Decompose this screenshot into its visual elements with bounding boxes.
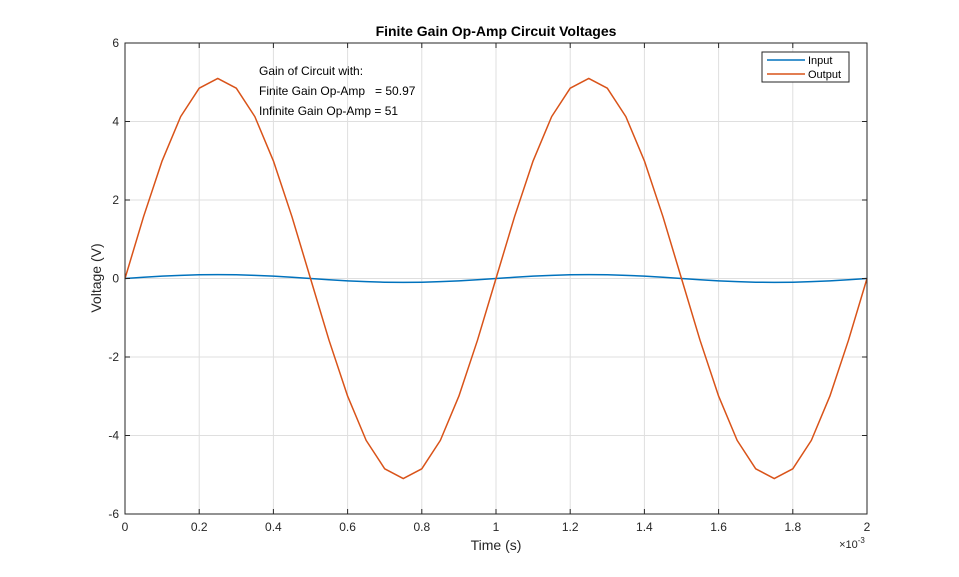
annotation-line-1: Gain of Circuit with:: [259, 64, 363, 78]
legend-label-output: Output: [808, 69, 841, 81]
chart-title: Finite Gain Op-Amp Circuit Voltages: [376, 23, 617, 39]
x-exponent-label: ×10-3: [839, 536, 865, 551]
x-tick-label: 1.6: [710, 520, 727, 534]
x-tick-label: 2: [864, 520, 871, 534]
x-tick-label: 0: [122, 520, 129, 534]
y-tick-label: -6: [108, 507, 119, 521]
annotation: Gain of Circuit with: Finite Gain Op-Amp…: [259, 64, 416, 118]
series-line-output: [124, 77, 868, 480]
y-tick-label: 2: [112, 193, 119, 207]
x-exponent-power: -3: [858, 536, 866, 545]
legend-label-input: Input: [808, 55, 832, 67]
legend[interactable]: Input Output: [761, 51, 850, 83]
x-axis-label: Time (s): [471, 537, 522, 553]
y-tick-label: -2: [108, 350, 119, 364]
x-tick-label: 0.8: [413, 520, 430, 534]
series-lines: [124, 77, 868, 480]
x-tick-label: 1.2: [562, 520, 579, 534]
x-tick-label: 1.8: [784, 520, 801, 534]
x-tick-label: 1.4: [636, 520, 653, 534]
y-tick-label: -4: [108, 429, 119, 443]
tick-marks: [124, 42, 868, 515]
y-tick-label: 4: [112, 115, 119, 129]
annotation-line-2: Finite Gain Op-Amp = 50.97: [259, 84, 416, 98]
y-axis-label: Voltage (V): [88, 243, 104, 312]
x-tick-label: 0.4: [265, 520, 282, 534]
x-tick-label: 0.2: [191, 520, 208, 534]
x-tick-label: 1: [493, 520, 500, 534]
legend-box: [761, 51, 850, 83]
y-tick-label: 0: [112, 272, 119, 286]
x-exponent-base: ×10: [839, 539, 858, 551]
x-tick-label: 0.6: [339, 520, 356, 534]
y-tick-labels: -6 -4 -2 0 2 4 6: [108, 36, 119, 521]
annotation-line-3: Infinite Gain Op-Amp = 51: [259, 104, 398, 118]
y-tick-label: 6: [112, 36, 119, 50]
x-tick-labels: 0 0.2 0.4 0.6 0.8 1 1.2 1.4 1.6 1.8 2: [122, 520, 871, 534]
